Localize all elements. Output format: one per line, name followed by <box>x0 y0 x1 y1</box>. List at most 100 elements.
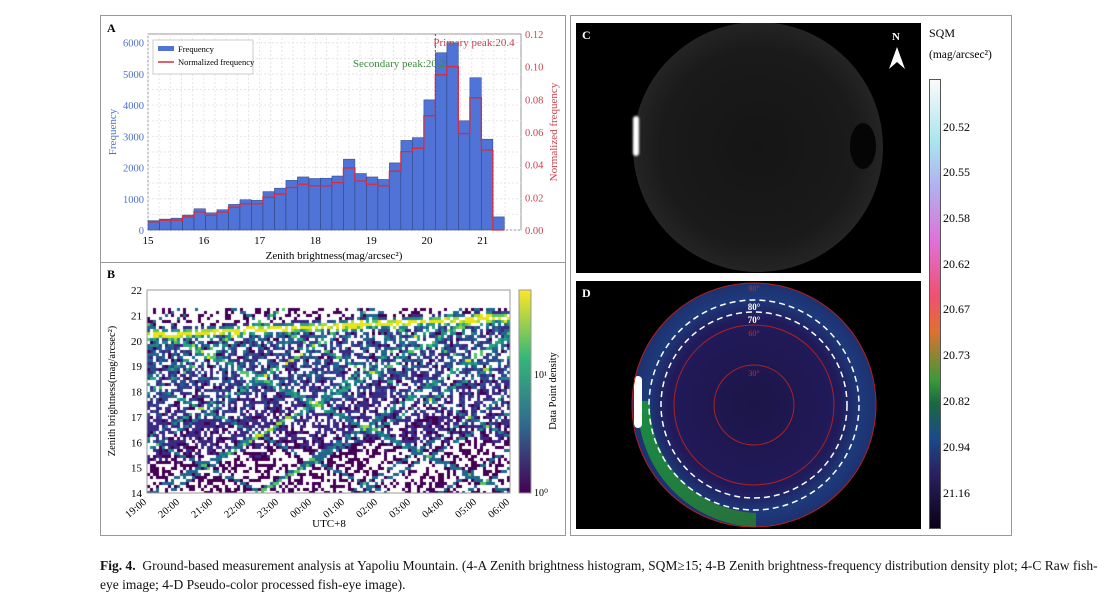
legend-box <box>152 39 254 75</box>
histogram-bar <box>377 179 390 231</box>
histogram-bar <box>251 200 264 231</box>
ring-label-80: 80° <box>748 302 761 312</box>
y-tick-label: 19 <box>131 361 143 373</box>
sqm-tick-label: 20.82 <box>943 394 970 408</box>
y-tick-label-left: 1000 <box>123 195 144 206</box>
panel-b-label: B <box>107 267 115 281</box>
x-tick-label: 20:00 <box>157 497 182 521</box>
caption-text: Ground-based measurement analysis at Yap… <box>100 558 1098 592</box>
y-tick-label-right: 0.02 <box>525 193 543 204</box>
y-tick-label-right: 0.10 <box>525 63 543 74</box>
density-heatmap <box>147 290 510 493</box>
y-tick-label-right: 0.08 <box>525 95 543 106</box>
panel-d-label: D <box>582 286 591 300</box>
y-tick-label: 15 <box>131 463 143 475</box>
normalized-frequency-step <box>148 66 505 231</box>
x-axis-label: UTC+8 <box>312 518 346 530</box>
ring-label-30: 30° <box>748 369 759 378</box>
sqm-tick-label: 20.94 <box>943 440 970 454</box>
light-source <box>633 116 639 156</box>
sqm-tick-label: 20.67 <box>943 302 970 316</box>
y-tick-label-right: 0.06 <box>525 128 543 139</box>
cbar-tick-label: 10⁰ <box>534 488 548 499</box>
figure-number: Fig. 4. <box>100 558 136 573</box>
y-tick-label: 14 <box>131 488 143 500</box>
y-tick-label-right: 0.12 <box>525 30 543 41</box>
histogram-bar <box>481 138 494 231</box>
histogram-bar <box>228 204 241 231</box>
histogram-bar <box>458 120 471 231</box>
ring-90 <box>631 282 877 528</box>
secondary-peak-annotation: Secondary peak:20.2 <box>353 58 445 70</box>
ring-60 <box>673 324 835 486</box>
sqm-tick-label: 21.16 <box>943 486 970 500</box>
raw-fisheye-image: C N <box>576 23 921 273</box>
ring-80 <box>648 299 860 511</box>
heatmap-container <box>147 290 510 493</box>
x-tick-label: 15 <box>143 235 155 247</box>
cbar-tick-label: 10¹ <box>534 370 547 381</box>
y-tick-label-left: 5000 <box>123 70 144 81</box>
figure-caption: Fig. 4. Ground-based measurement analysi… <box>100 556 1100 594</box>
y-tick-label: 18 <box>131 387 143 399</box>
x-tick-label: 18 <box>310 235 322 247</box>
x-tick-label: 16 <box>198 235 210 247</box>
north-label: N <box>892 31 900 43</box>
ring-label-70: 70° <box>748 315 761 325</box>
sqm-tick-label: 20.62 <box>943 257 970 271</box>
histogram-bar <box>343 158 356 231</box>
y-tick-label: 22 <box>131 285 142 297</box>
pseudo-color-fisheye-image: 90° 80° 70° 60° 30° D <box>576 281 921 529</box>
x-tick-label: 04:00 <box>421 497 446 521</box>
x-tick-label: 02:00 <box>355 497 380 521</box>
histogram-bar <box>331 175 344 231</box>
legend-label-normalized: Normalized frequency <box>178 57 255 67</box>
y-axis-label-right: Normalized frequency <box>548 82 560 181</box>
sqm-tick-label: 20.52 <box>943 120 970 134</box>
sqm-colorbar <box>929 79 941 529</box>
plot-frame <box>146 289 511 494</box>
light-source <box>634 376 642 428</box>
ring-70 <box>660 311 848 499</box>
y-tick-label: 21 <box>131 310 142 322</box>
panel-cd-fisheye: C N 90° 80° 70° 60° 30° D SQM (mag/arcse… <box>570 15 1012 536</box>
y-axis-label: Zenith brightness(mag/arcsec²) <box>107 325 118 456</box>
sky-disc <box>632 283 876 527</box>
legend-swatch-frequency <box>158 46 174 51</box>
density-chart: 14 15 16 17 18 19 20 21 22 19:00 20:00 21:00 22:00 23… <box>107 267 559 530</box>
y-tick-label-left: 4000 <box>123 101 144 112</box>
histogram-bar <box>492 216 505 231</box>
legend-label-frequency: Frequency <box>178 44 215 54</box>
pseudo-color-plot: 90° 80° 70° 60° 30° <box>631 282 877 528</box>
x-tick-label: 00:00 <box>289 497 314 521</box>
panel-c-label: C <box>582 28 591 42</box>
y-tick-label-left: 3000 <box>123 132 144 143</box>
histogram-bar <box>423 99 436 231</box>
y-tick-label: 16 <box>131 437 143 449</box>
histogram-bar <box>216 209 229 231</box>
histogram-chart: 15 16 17 18 19 20 21 0 1000 2000 3000 4000 5000 6000 0… <box>107 21 560 262</box>
histogram-bar <box>435 52 448 231</box>
histogram-bar <box>354 173 367 231</box>
x-tick-label: 21 <box>477 235 488 247</box>
histogram-bar <box>389 162 402 231</box>
sky-disc <box>633 23 883 272</box>
x-tick-label: 06:00 <box>487 497 512 521</box>
ring-label-90: 90° <box>748 284 759 293</box>
sqm-tick-label: 20.58 <box>943 211 970 225</box>
sqm-tick-label: 20.73 <box>943 348 970 362</box>
y-tick-label: 17 <box>131 412 143 424</box>
x-tick-label: 05:00 <box>454 497 479 521</box>
x-tick-label: 21:00 <box>190 497 215 521</box>
density-colorbar <box>518 289 532 494</box>
panel-b-density-plot: 14 15 16 17 18 19 20 21 22 19:00 20:00 21:00 22:00 23… <box>100 262 566 536</box>
y-tick-label-left: 2000 <box>123 164 144 175</box>
x-tick-label: 03:00 <box>388 497 413 521</box>
panel-a-histogram: 15 16 17 18 19 20 21 0 1000 2000 3000 4000 5000 6000 0… <box>100 15 566 263</box>
x-tick-label: 19:00 <box>124 497 149 521</box>
y-tick-label-right: 0.00 <box>525 226 543 237</box>
panel-a-label: A <box>107 21 116 35</box>
x-tick-label: 20 <box>422 235 434 247</box>
obstruction <box>850 123 876 169</box>
y-tick-label-right: 0.04 <box>525 161 544 172</box>
